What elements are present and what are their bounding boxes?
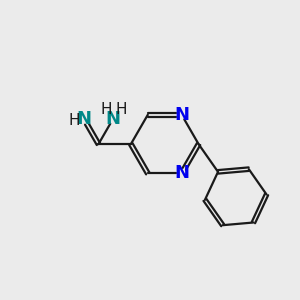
Text: N: N: [174, 164, 189, 182]
Text: H: H: [116, 102, 127, 117]
Text: N: N: [76, 110, 91, 128]
Text: H: H: [69, 112, 80, 128]
Text: N: N: [174, 106, 189, 124]
Text: N: N: [106, 110, 121, 128]
Text: H: H: [100, 102, 112, 117]
